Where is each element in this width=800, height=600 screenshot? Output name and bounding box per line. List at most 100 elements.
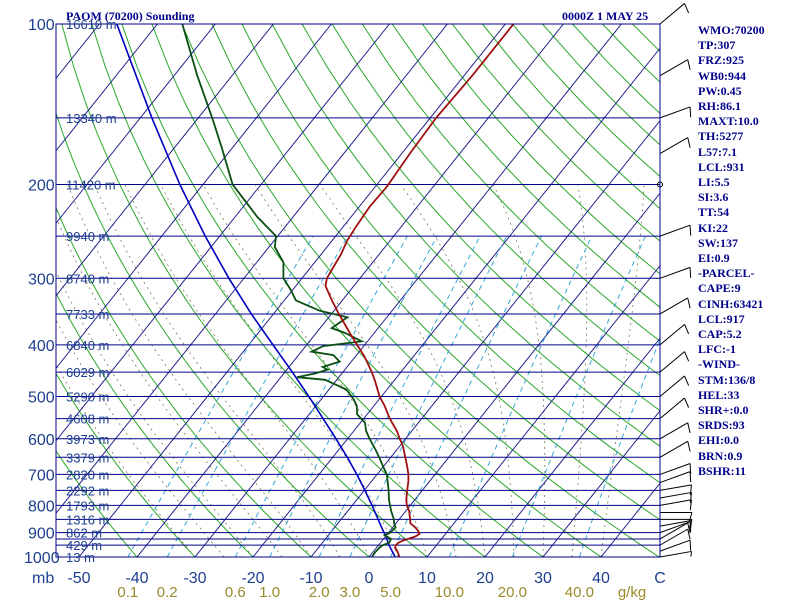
wind-barb	[659, 59, 688, 77]
wind-barb-flag	[684, 351, 690, 362]
wind-barb	[659, 528, 688, 546]
temperature-tick-label: -20	[241, 570, 264, 587]
mixing-ratio-label: 0.2	[157, 584, 178, 600]
temperature-tick-label: 30	[534, 570, 552, 587]
wind-barb-flag	[689, 463, 692, 474]
index-line: SHR+:0.0	[698, 403, 749, 418]
height-label: 4608 m	[66, 412, 109, 427]
temperature-tick-label: 40	[592, 570, 610, 587]
wind-barb	[659, 397, 685, 419]
wind-barb-flag	[687, 529, 691, 540]
station-title: PAOM (70200) Sounding	[66, 9, 195, 23]
height-label: 1316 m	[66, 512, 109, 527]
isotherm-line	[368, 192, 660, 557]
index-line: BSHR:11	[698, 463, 747, 478]
isotherm-line	[426, 264, 660, 557]
pressure-tick-label: 100	[28, 17, 55, 34]
height-label: 6840 m	[66, 338, 109, 353]
height-label: 3379 m	[66, 450, 109, 465]
pressure-tick-label: 600	[28, 432, 55, 449]
isotherm-line	[252, 47, 660, 557]
wind-barb	[659, 499, 692, 506]
isotherm-line	[56, 24, 448, 515]
moist-adiabat-line	[94, 184, 341, 557]
wind-barb	[659, 522, 688, 540]
mixing-ratio-label: 2.0	[309, 584, 330, 600]
isotherm-line	[56, 24, 216, 225]
mixing-ratio-label: 20.0	[498, 584, 527, 600]
height-label: 3973 m	[66, 432, 109, 447]
index-line: TH:5277	[698, 129, 744, 144]
wind-barb	[659, 484, 692, 491]
sounding-datetime: 0000Z 1 MAY 25	[562, 9, 649, 23]
temperature-tick-label: 20	[476, 570, 494, 587]
index-line: TT:54	[698, 205, 730, 220]
wind-barb-flag	[689, 225, 692, 236]
pressure-tick-label: 700	[28, 467, 55, 484]
height-label: 7733 m	[66, 307, 109, 322]
temperature-tick-label: -50	[67, 570, 90, 587]
dry-adiabat-line	[241, 24, 660, 484]
height-label: 6029 m	[66, 365, 109, 380]
index-line: KI:22	[698, 220, 728, 235]
wind-barb	[659, 539, 691, 552]
wind-barb	[659, 224, 691, 237]
index-line: STM:136/8	[698, 372, 756, 387]
index-line: SRDS:93	[698, 418, 745, 433]
index-line: HEL:33	[698, 387, 740, 402]
wind-barb-flag	[684, 375, 690, 386]
mixing-ratio-label: 0.6	[225, 584, 246, 600]
profiles-layer	[116, 24, 515, 557]
index-line: CINH:63421	[698, 296, 764, 311]
pressure-unit-label: mb	[32, 570, 54, 587]
height-label: 13340 m	[66, 111, 117, 126]
index-line: -PARCEL-	[698, 266, 755, 281]
wind-barb-flag	[687, 422, 691, 434]
dry-adiabat-line	[61, 24, 428, 557]
index-line: SW:137	[698, 235, 739, 250]
mixing-ratio-label: 5.0	[380, 584, 401, 600]
height-label: 862 m	[66, 526, 102, 541]
wind-barb	[659, 491, 692, 499]
moist-adiabat-line	[254, 184, 457, 557]
mixing-ratio-label: 0.1	[117, 584, 138, 600]
height-label: 16610 m	[66, 17, 117, 32]
mixing-ratio-label: 3.0	[340, 584, 361, 600]
wind-barb-flag	[689, 267, 692, 278]
temperature-tick-label: -40	[125, 570, 148, 587]
mixing-ratio-label: 1.0	[259, 584, 280, 600]
wind-barb-flag	[689, 106, 692, 118]
wind-barb	[659, 440, 688, 458]
height-label: 8740 m	[66, 271, 109, 286]
pressure-tick-label: 400	[28, 338, 55, 355]
index-line: -WIND-	[698, 357, 740, 372]
dry-adiabat-line	[211, 24, 660, 521]
wind-barb-flag	[687, 297, 691, 309]
wind-barb-flag	[687, 137, 691, 148]
wind-barb-flag	[689, 540, 692, 551]
mixing-ratio-line	[269, 235, 438, 557]
wind-barb-half-flag	[690, 551, 693, 557]
grid-layer	[56, 24, 660, 557]
wind-barb-flag	[687, 59, 691, 70]
mixing-ratio-label: 10.0	[435, 584, 464, 600]
dry-adiabat-line	[181, 24, 660, 557]
moist-adiabat-line	[400, 184, 515, 557]
moist-adiabat-line	[160, 184, 399, 557]
wind-barb-flag	[688, 512, 693, 523]
plot-border	[55, 23, 661, 558]
wind-barb-flag	[687, 441, 691, 452]
temperature-tick-label: -10	[299, 570, 322, 587]
index-line: BRN:0.9	[698, 448, 743, 463]
moist-adiabat-line	[202, 184, 428, 557]
height-label: 13 m	[66, 550, 95, 565]
wind-barb	[659, 323, 685, 346]
pressure-tick-label: 1000	[24, 550, 60, 567]
temperature-unit-label: C	[654, 570, 666, 587]
index-line: L57:7.1	[698, 144, 737, 159]
moist-adiabat-line	[124, 184, 370, 557]
wind-barb-flag	[684, 324, 690, 335]
index-line: EI:0.9	[698, 251, 730, 266]
wind-barb	[659, 3, 685, 25]
